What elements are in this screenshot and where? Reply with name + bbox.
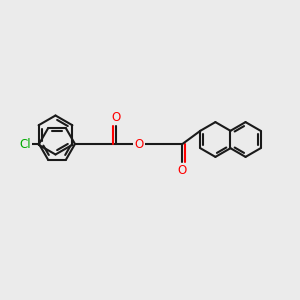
Text: O: O — [178, 164, 187, 177]
Text: O: O — [111, 111, 120, 124]
Text: Cl: Cl — [20, 137, 31, 151]
Text: O: O — [134, 137, 143, 151]
